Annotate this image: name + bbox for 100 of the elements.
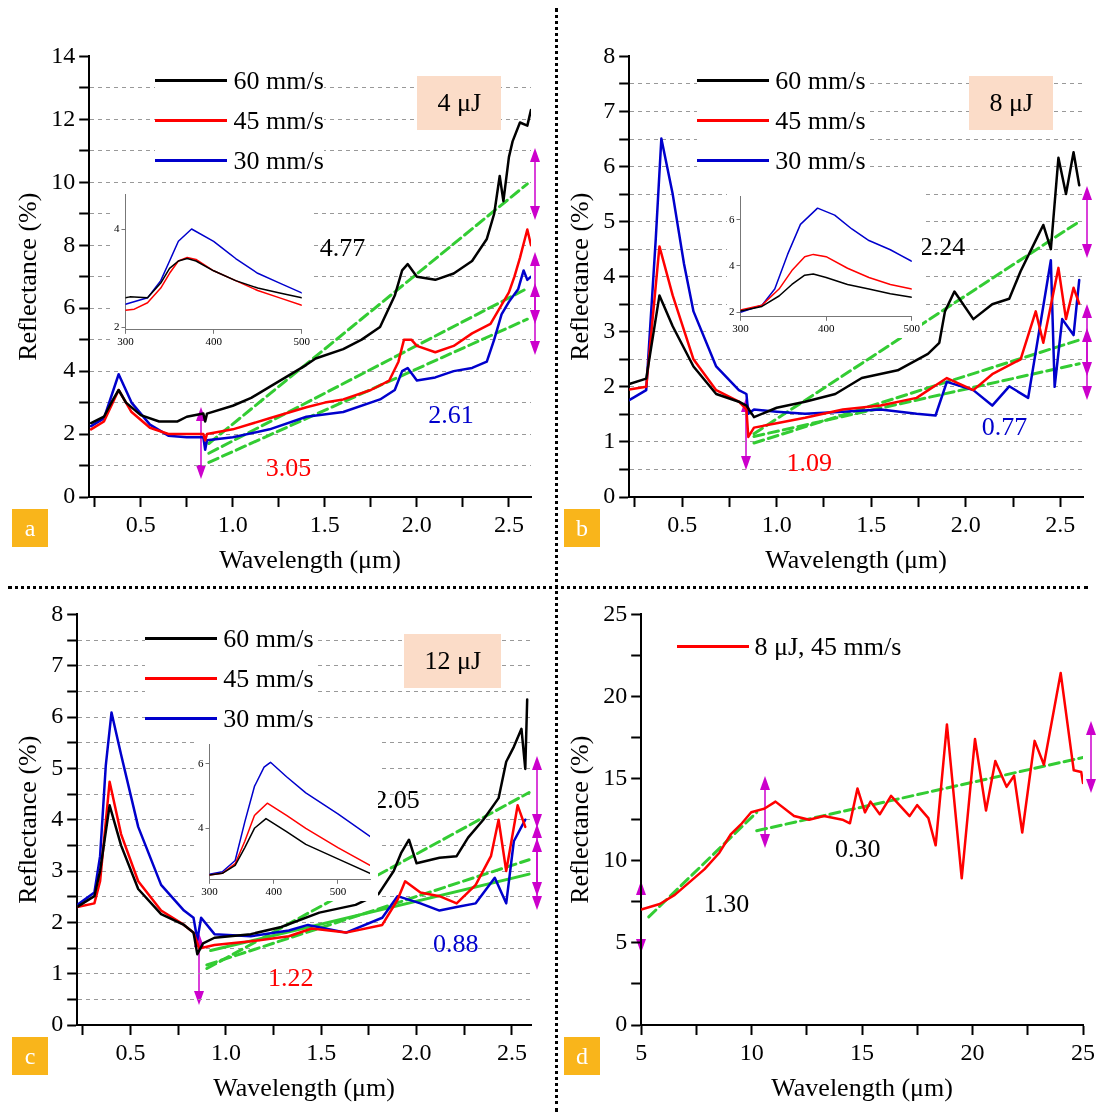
annotation: 4 μJ <box>417 76 501 131</box>
y-tick-label: 0 <box>615 1010 628 1037</box>
x-axis-title: Wavelength (μm) <box>213 1073 395 1103</box>
y-tick-label: 8 <box>63 230 76 257</box>
annotation: 1.09 <box>786 447 833 478</box>
x-tick-label: 300 <box>732 322 750 335</box>
x-tick-label: 1.0 <box>217 510 248 537</box>
y-tick-label: 25 <box>603 599 628 626</box>
y-tick-label: 6 <box>51 702 64 729</box>
y-tick-label: 6 <box>729 212 735 225</box>
x-tick-label: 2.0 <box>401 1038 432 1065</box>
x-tick-label: 1.0 <box>761 510 792 537</box>
legend-label: 30 mm/s <box>233 144 324 177</box>
y-axis-title: Reflectance (%) <box>13 735 43 904</box>
y-tick-label: 5 <box>615 928 628 955</box>
y-tick-label: 14 <box>51 41 76 68</box>
x-tick-label: 5 <box>635 1038 648 1065</box>
y-tick-label: 6 <box>603 151 616 178</box>
y-tick-label: 2 <box>114 320 120 333</box>
y-tick-label: 4 <box>114 221 120 234</box>
y-tick-label: 4 <box>729 258 735 271</box>
annotation: 0.77 <box>981 412 1028 443</box>
x-tick-label: 1.0 <box>210 1038 241 1065</box>
annotation: 4.77 <box>319 233 366 264</box>
y-tick-label: 2 <box>63 419 76 446</box>
annotation: 3.05 <box>265 453 312 484</box>
legend-label: 8 μJ, 45 mm/s <box>754 630 902 663</box>
legend-label: 45 mm/s <box>775 104 866 137</box>
y-tick-label: 0 <box>63 482 76 509</box>
y-tick-label: 20 <box>603 681 628 708</box>
y-tick-label: 6 <box>63 293 76 320</box>
legend-label: 30 mm/s <box>775 144 866 177</box>
annotation: 1.30 <box>703 888 750 919</box>
y-tick-label: 15 <box>603 763 628 790</box>
x-tick-label: 1.5 <box>306 1038 337 1065</box>
x-tick-label: 400 <box>265 885 283 898</box>
x-tick-label: 0.5 <box>125 510 156 537</box>
legend-label: 60 mm/s <box>775 64 866 97</box>
x-tick-label: 400 <box>205 335 223 348</box>
legend-label: 30 mm/s <box>223 702 314 735</box>
y-axis-title: Reflectance (%) <box>565 735 595 904</box>
annotation: 0.30 <box>835 833 881 864</box>
y-tick-label: 5 <box>51 753 64 780</box>
x-tick-label: 300 <box>117 335 135 348</box>
x-tick-label: 500 <box>903 322 921 335</box>
y-tick-label: 1 <box>51 958 64 985</box>
x-tick-label: 1.5 <box>309 510 340 537</box>
y-tick-label: 10 <box>51 167 76 194</box>
x-tick-label: 2.5 <box>496 1038 527 1065</box>
y-tick-label: 2 <box>51 907 64 934</box>
annotation: 8 μJ <box>969 76 1053 131</box>
legend-label: 45 mm/s <box>233 104 324 137</box>
x-tick-label: 2.0 <box>950 510 981 537</box>
y-tick-label: 12 <box>51 104 76 131</box>
text: d <box>564 1037 600 1075</box>
x-tick-label: 0.5 <box>667 510 698 537</box>
y-tick-label: 2 <box>603 372 616 399</box>
text: c <box>12 1037 48 1075</box>
annotation: 1.22 <box>267 962 314 993</box>
x-tick-label: 2.5 <box>493 510 524 537</box>
y-tick-label: 6 <box>198 756 204 769</box>
y-tick-label: 2 <box>729 305 735 318</box>
x-tick-label: 300 <box>201 885 219 898</box>
x-tick-label: 25 <box>1071 1038 1095 1065</box>
y-tick-label: 3 <box>51 856 64 883</box>
y-tick-label: 0 <box>51 1010 64 1037</box>
y-tick-label: 3 <box>603 317 616 344</box>
x-tick-label: 15 <box>850 1038 875 1065</box>
y-tick-label: 8 <box>603 41 616 68</box>
x-tick-label: 2.5 <box>1045 510 1076 537</box>
y-tick-label: 5 <box>603 206 616 233</box>
text: a <box>12 509 48 547</box>
x-tick-label: 400 <box>817 322 835 335</box>
x-tick-label: 500 <box>329 885 347 898</box>
annotation: 2.61 <box>428 399 474 430</box>
x-tick-label: 20 <box>960 1038 985 1065</box>
x-axis-title: Wavelength (μm) <box>219 545 401 575</box>
y-tick-label: 4 <box>603 262 616 288</box>
y-axis-title: Reflectance (%) <box>565 192 595 361</box>
annotation: 12 μJ <box>404 634 501 689</box>
legend-label: 60 mm/s <box>233 64 324 97</box>
text: b <box>564 509 600 547</box>
y-tick-label: 4 <box>63 356 76 383</box>
legend-label: 60 mm/s <box>223 622 314 655</box>
y-tick-label: 0 <box>603 482 616 509</box>
x-tick-label: 0.5 <box>115 1038 146 1065</box>
y-tick-label: 10 <box>603 846 628 873</box>
x-tick-label: 2.0 <box>401 510 432 537</box>
y-tick-label: 7 <box>603 96 616 123</box>
x-tick-label: 1.5 <box>856 510 887 537</box>
y-tick-label: 4 <box>198 821 204 834</box>
y-axis-title: Reflectance (%) <box>13 192 43 361</box>
y-tick-label: 8 <box>51 599 64 626</box>
y-tick-label: 4 <box>51 805 64 831</box>
y-tick-label: 1 <box>603 427 616 454</box>
legend-label: 45 mm/s <box>223 662 314 695</box>
x-axis-title: Wavelength (μm) <box>771 1073 953 1103</box>
annotation: 2.24 <box>919 231 966 262</box>
x-tick-label: 500 <box>293 335 311 348</box>
annotation: 0.88 <box>433 928 479 959</box>
